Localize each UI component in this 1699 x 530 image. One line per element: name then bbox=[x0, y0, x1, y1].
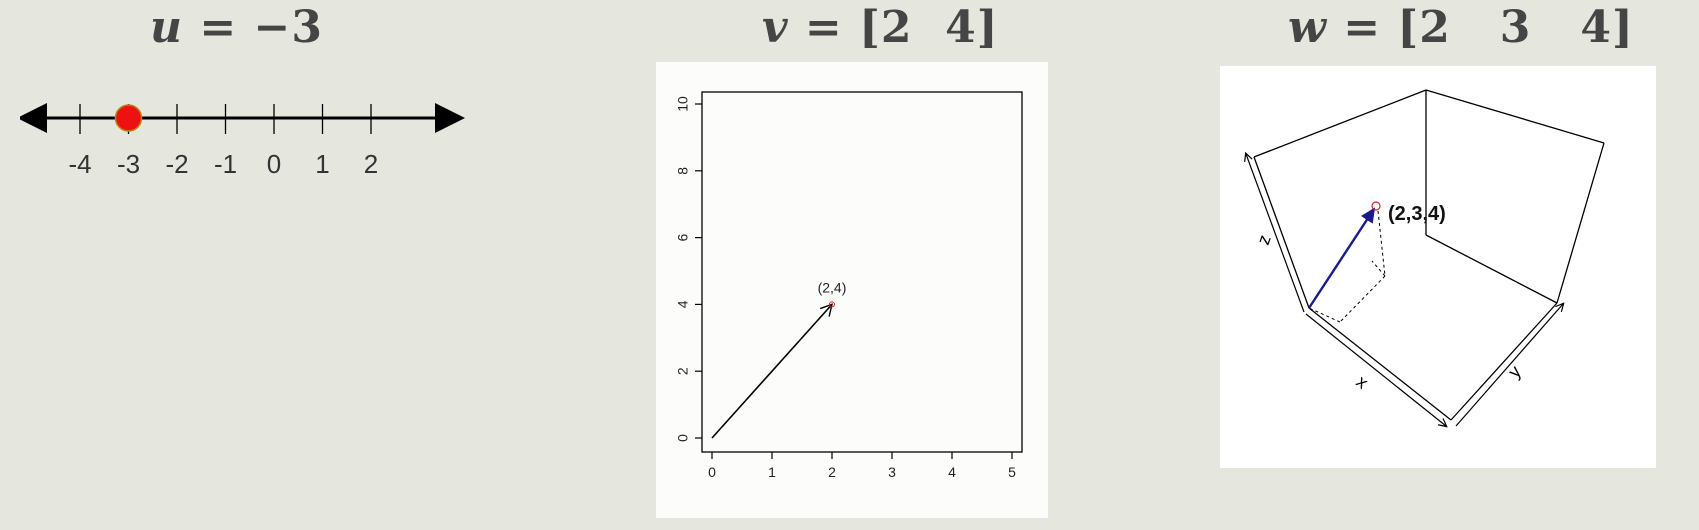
vector-3d-endpoint bbox=[1371, 201, 1381, 211]
value-v: [2 4] bbox=[859, 2, 999, 53]
box-edge bbox=[1253, 89, 1427, 158]
y-tick-label: 2 bbox=[675, 367, 691, 375]
number-line-tick-label: -1 bbox=[214, 149, 237, 179]
vector-3d-label: (2,3,4) bbox=[1388, 203, 1446, 225]
number-line-point bbox=[114, 104, 143, 132]
number-line: -4 -3 -2 -1 0 1 2 bbox=[16, 85, 470, 195]
equals-sign: = bbox=[788, 2, 860, 53]
number-line-tick-label: 2 bbox=[364, 149, 378, 179]
equals-sign: = bbox=[183, 2, 254, 53]
box-edge bbox=[1425, 234, 1558, 304]
variable-v: v bbox=[762, 2, 789, 53]
y-tick-label: 4 bbox=[675, 300, 691, 308]
vector-2d-label: (2,4) bbox=[818, 279, 847, 295]
y-tick-label: 10 bbox=[675, 96, 691, 112]
box-edge bbox=[1450, 302, 1558, 421]
x-tick-label: 5 bbox=[1008, 464, 1016, 480]
vector-plot-3d: z x y (2,3,4) bbox=[1220, 66, 1656, 468]
y-tick-label: 8 bbox=[675, 167, 691, 175]
x-tick-label: 3 bbox=[888, 464, 896, 480]
box-edge bbox=[1308, 307, 1452, 421]
vector-plot-2d: 0 1 2 3 4 5 0 2 4 6 8 10 (2,4) bbox=[656, 62, 1048, 518]
number-line-tick-label: -4 bbox=[68, 149, 91, 179]
x-axis-label: x bbox=[1353, 371, 1372, 392]
value-u: −3 bbox=[253, 2, 323, 53]
number-line-tick-label: -3 bbox=[117, 149, 140, 179]
y-tick-label: 6 bbox=[675, 233, 691, 241]
equation-w: w = [2 3 4] bbox=[1288, 2, 1634, 53]
number-line-tick-label: -2 bbox=[165, 149, 188, 179]
vector-2d-endpoint bbox=[829, 301, 835, 308]
plot-2d-frame bbox=[701, 91, 1023, 453]
projection-line bbox=[1339, 275, 1386, 323]
projection-lines bbox=[1308, 210, 1386, 323]
x-axis-arrow bbox=[1305, 313, 1446, 426]
variable-w: w bbox=[1288, 2, 1327, 53]
number-line-tick-label: 0 bbox=[267, 149, 281, 179]
axis-arrows bbox=[1246, 154, 1563, 426]
number-line-tick-label: 1 bbox=[315, 149, 329, 179]
equation-u: u = −3 bbox=[150, 2, 323, 53]
box-edge bbox=[1556, 142, 1605, 304]
equals-sign: = bbox=[1326, 2, 1398, 53]
value-w: [2 3 4] bbox=[1397, 2, 1634, 53]
box-edge bbox=[1425, 89, 1605, 144]
box-edge bbox=[1253, 156, 1310, 309]
y-axis-arrow bbox=[1455, 304, 1563, 427]
x-tick-label: 4 bbox=[948, 464, 956, 480]
vector-3d bbox=[1307, 207, 1376, 309]
projection-line bbox=[1377, 210, 1386, 277]
vector-2d bbox=[711, 303, 833, 439]
y-axis-label: y bbox=[1504, 362, 1525, 382]
x-tick-label: 2 bbox=[828, 464, 836, 480]
variable-u: u bbox=[150, 2, 183, 53]
equation-v: v = [2 4] bbox=[762, 2, 999, 53]
x-tick-label: 1 bbox=[768, 464, 776, 480]
y-tick-label: 0 bbox=[675, 434, 691, 442]
z-axis-label: z bbox=[1253, 232, 1275, 247]
x-tick-label: 0 bbox=[708, 464, 716, 480]
box-frame bbox=[1253, 89, 1605, 421]
z-axis-arrow bbox=[1246, 154, 1305, 313]
projection-line bbox=[1371, 260, 1386, 277]
